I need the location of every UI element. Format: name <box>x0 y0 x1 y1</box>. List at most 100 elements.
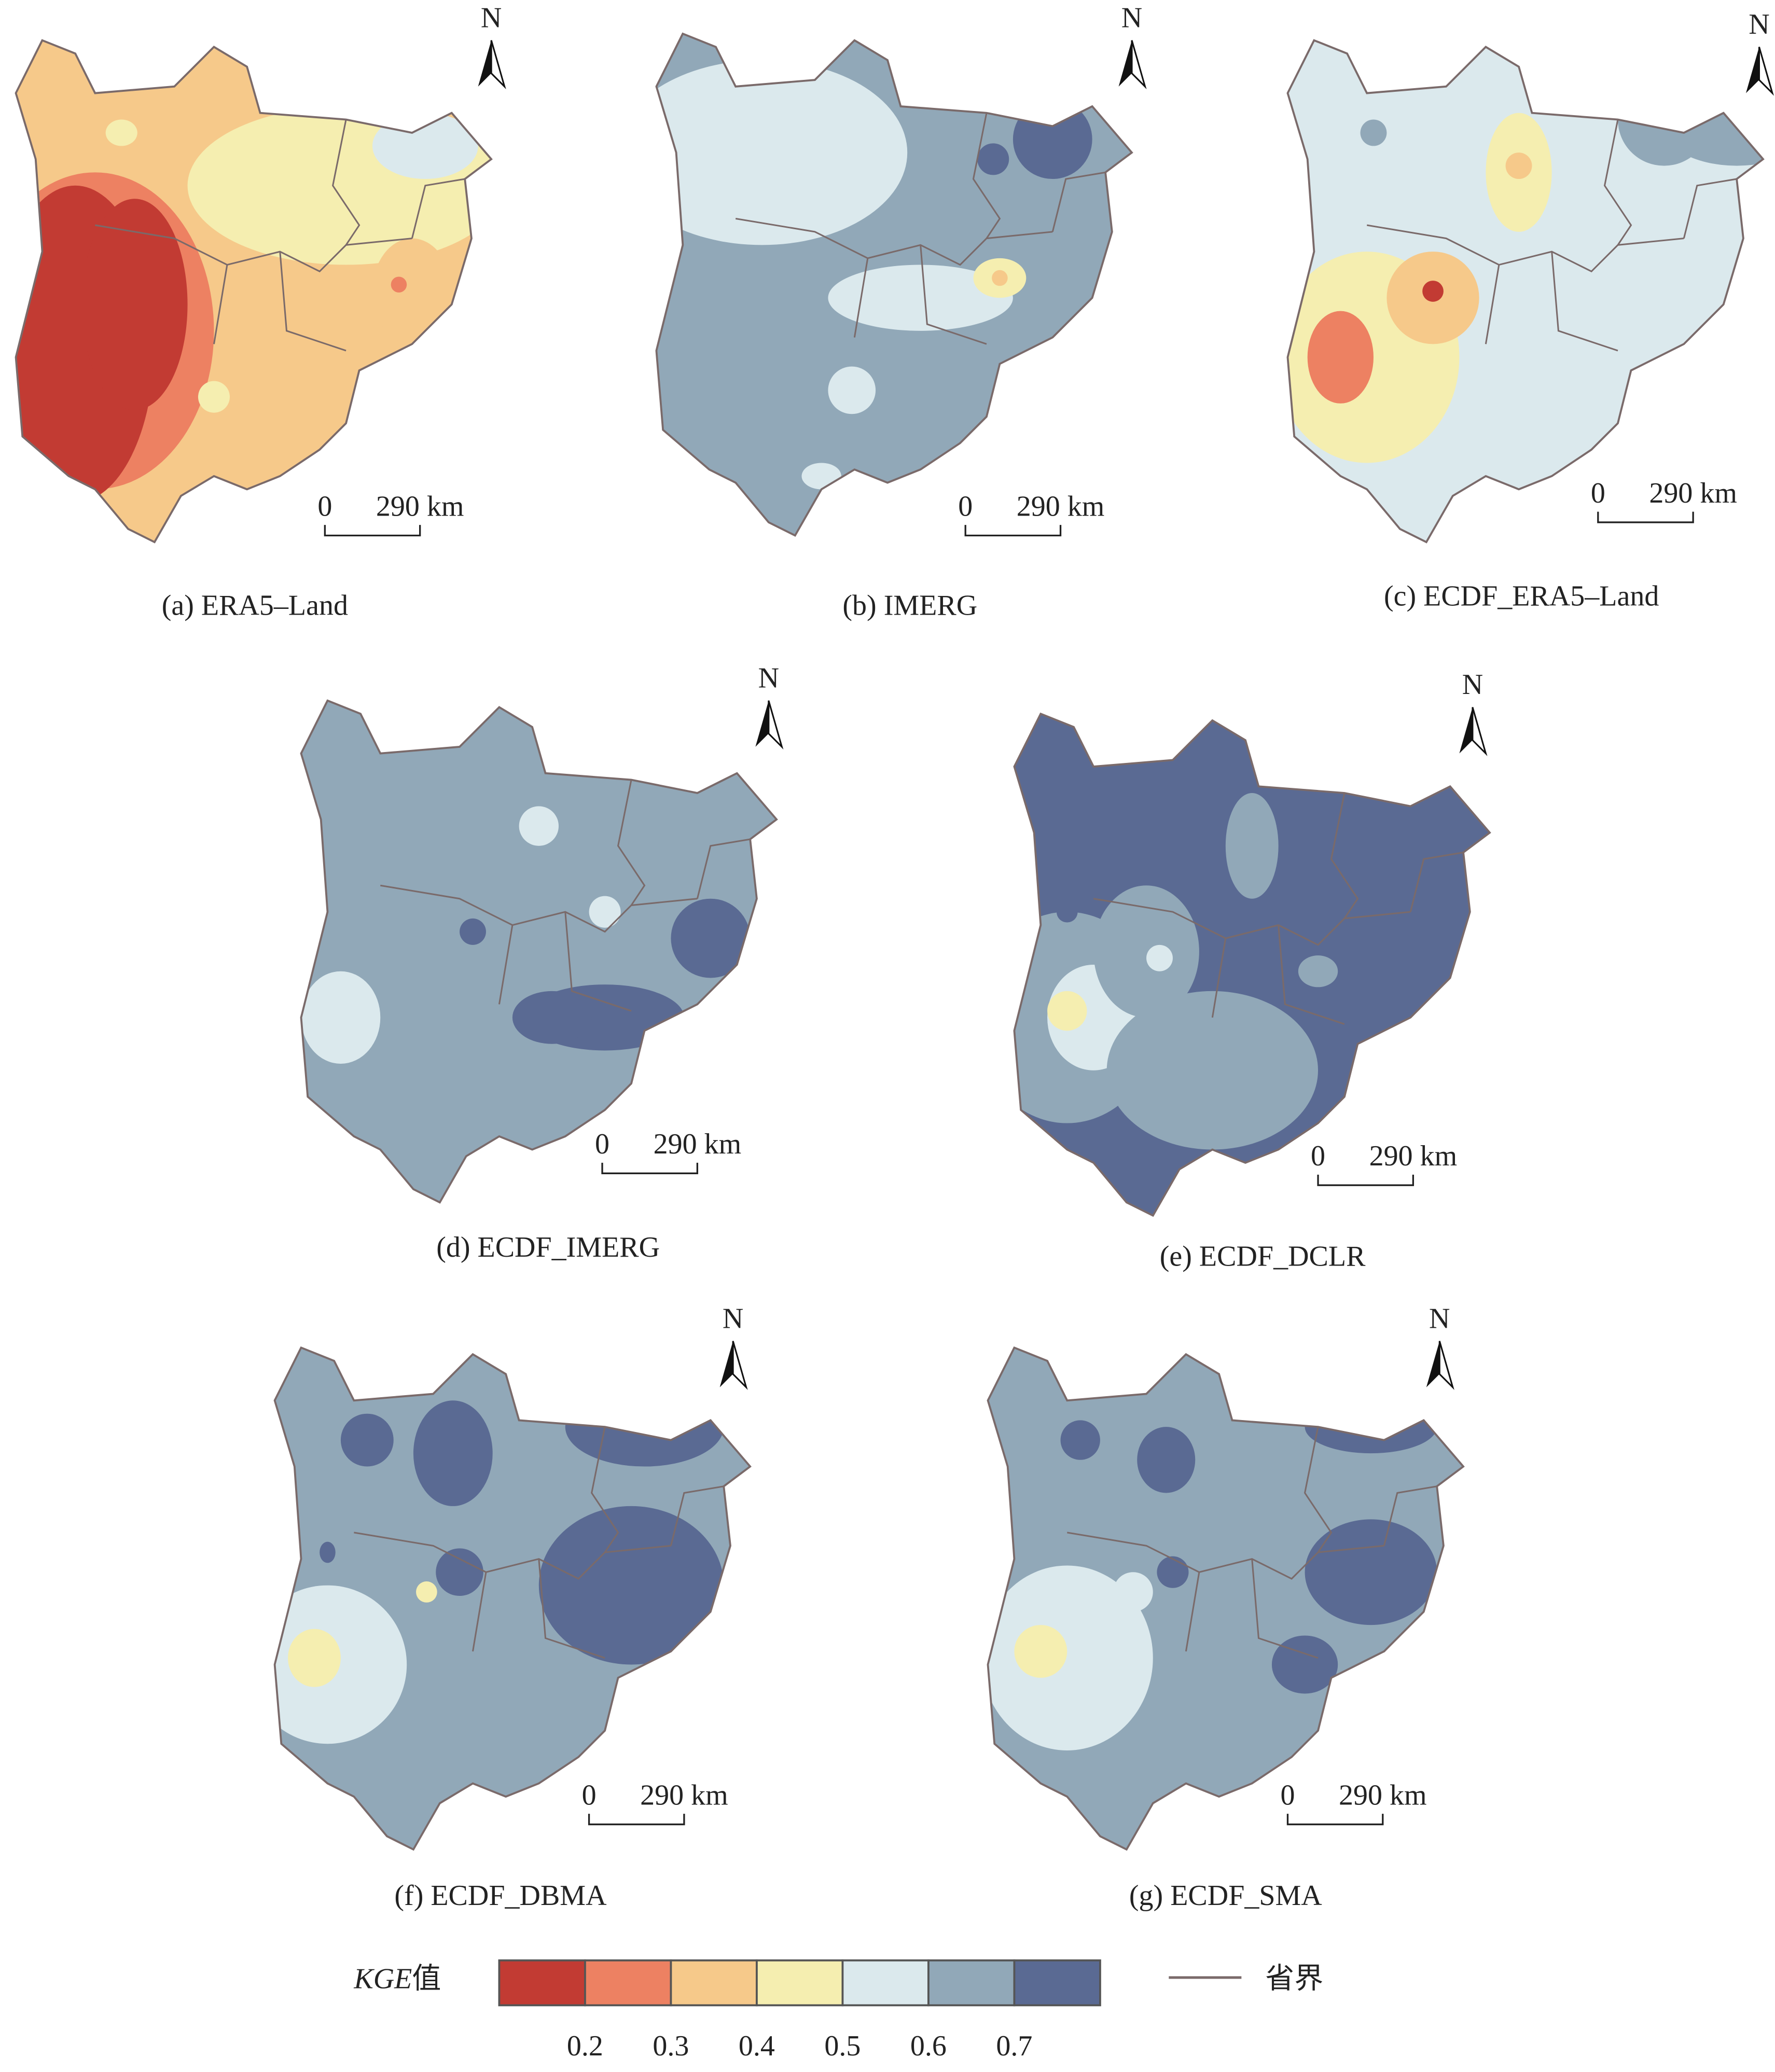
north-arrow <box>1131 40 1147 90</box>
scale-bar <box>1317 1174 1415 1186</box>
contour-region <box>589 896 621 928</box>
contour-region <box>1271 1635 1338 1694</box>
legend: KGE值 省界 0.2 0.3 0.4 0.5 0.6 0.7 <box>353 1959 1323 2062</box>
contour-region <box>1157 1556 1189 1588</box>
contour-region <box>1137 1427 1196 1493</box>
north-arrow <box>732 1341 748 1390</box>
legend-swatch <box>841 1959 930 2007</box>
contour-region <box>1060 1420 1100 1460</box>
scale-end: 290 km <box>1339 1779 1427 1811</box>
contour-region <box>1360 119 1387 146</box>
scale-bar <box>324 525 421 537</box>
contour-region <box>460 918 486 945</box>
province-boundaries <box>1093 792 1464 1025</box>
contour-region <box>1106 991 1319 1150</box>
map-panel <box>1286 39 1764 544</box>
legend-swatch <box>1013 1959 1101 2007</box>
scale-end: 290 km <box>654 1128 742 1160</box>
scale-start: 0 <box>595 1128 609 1160</box>
north-label: N <box>1462 669 1483 701</box>
north-label: N <box>1121 2 1142 34</box>
legend-tick-label: 0.3 <box>653 2030 689 2062</box>
contour-region <box>1305 1400 1437 1454</box>
legend-tick-label: 0.2 <box>567 2030 603 2062</box>
contour-region <box>992 270 1008 286</box>
north-arrow <box>1472 707 1488 756</box>
scale-start: 0 <box>1591 477 1605 509</box>
contour-region <box>105 119 137 146</box>
contour-region <box>320 1541 336 1563</box>
contour-region <box>413 1400 493 1506</box>
contour-region <box>372 113 478 179</box>
boundary-label: 省界 <box>1265 1963 1323 1995</box>
contour-region <box>1146 944 1173 971</box>
map-panel <box>987 1346 1465 1851</box>
scale-start: 0 <box>582 1779 597 1811</box>
contour-region <box>1422 281 1444 302</box>
contour-region <box>372 238 452 344</box>
legend-swatch <box>670 1959 758 2007</box>
map-panel <box>655 33 1133 537</box>
north-label: N <box>1749 8 1769 40</box>
contour-region <box>301 971 381 1064</box>
north-arrow <box>490 40 506 90</box>
contour-region <box>1305 1519 1437 1625</box>
province-boundaries <box>95 119 465 352</box>
legend-title: KGE值 <box>353 1963 441 1995</box>
contour-region <box>656 60 908 245</box>
north-label: N <box>758 662 779 694</box>
contour-region <box>81 199 188 410</box>
north-label: N <box>481 2 502 34</box>
scale-start: 0 <box>1311 1140 1325 1172</box>
north-arrow <box>1758 47 1774 96</box>
contour-region <box>988 1565 1153 1750</box>
contour-region <box>416 1581 437 1603</box>
north-arrow <box>719 1341 733 1387</box>
north-label: N <box>723 1302 743 1334</box>
contour-region <box>671 898 751 978</box>
scale-start: 0 <box>1280 1779 1295 1811</box>
province-boundaries <box>354 1426 724 1659</box>
panel-caption: (g) ECDF_SMA <box>1129 1880 1322 1912</box>
legend-tick-label: 0.7 <box>996 2030 1032 2062</box>
panel-caption: (f) ECDF_DBMA <box>394 1880 607 1912</box>
north-arrow <box>1438 1341 1454 1390</box>
contour-region <box>1505 152 1532 179</box>
contour-region <box>1056 901 1078 923</box>
north-arrow <box>768 700 784 750</box>
contour-region <box>1225 793 1279 899</box>
panel-caption: (b) IMERG <box>842 589 977 621</box>
scale-end: 290 km <box>1017 490 1105 522</box>
legend-swatch <box>927 1959 1016 2007</box>
scale-bar <box>601 1162 699 1174</box>
scale-bar <box>964 525 1062 537</box>
scale-end: 290 km <box>1369 1140 1458 1172</box>
north-label: N <box>1429 1302 1450 1334</box>
map-panel <box>273 1346 752 1851</box>
contour-region <box>977 143 1009 175</box>
map-panel <box>15 39 493 544</box>
scale-end: 290 km <box>640 1779 728 1811</box>
contour-region <box>288 1629 341 1687</box>
panel-caption: (e) ECDF_DCLR <box>1160 1241 1366 1273</box>
scale-bar <box>588 1814 685 1826</box>
north-arrow <box>1118 40 1132 87</box>
map-panel <box>1013 713 1491 1217</box>
contour-region <box>1307 311 1374 404</box>
contour-region <box>801 463 841 490</box>
province-boundaries <box>1067 1426 1437 1659</box>
contour-region <box>828 366 876 414</box>
panel-caption: (d) ECDF_IMERG <box>436 1231 660 1263</box>
scale-start: 0 <box>317 490 332 522</box>
contour-region <box>391 276 407 293</box>
north-arrow <box>478 40 492 87</box>
contour-region <box>198 381 230 413</box>
legend-tick-label: 0.6 <box>910 2030 947 2062</box>
legend-swatch <box>584 1959 672 2007</box>
contour-region <box>1047 991 1087 1031</box>
map-panel <box>300 699 778 1204</box>
contour-region <box>512 991 592 1044</box>
scale-end: 290 km <box>1649 477 1737 509</box>
panel-caption: (a) ERA5–Land <box>162 589 348 621</box>
contour-region <box>1014 1625 1067 1678</box>
